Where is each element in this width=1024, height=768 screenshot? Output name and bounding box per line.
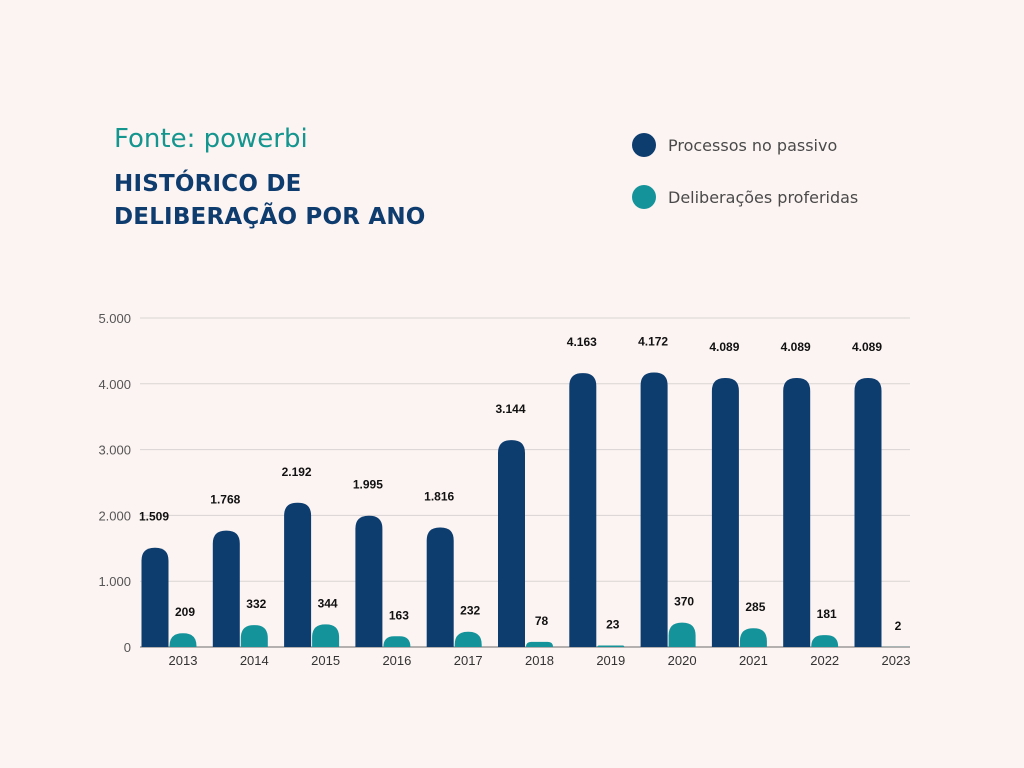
data-label-processos: 4.163 [567, 335, 597, 349]
bar-deliberacoes [668, 622, 696, 647]
data-label-deliberacoes: 209 [175, 605, 195, 619]
x-tick-label: 2022 [810, 653, 839, 668]
chart-title-line-2: DELIBERAÇÃO POR ANO [114, 204, 426, 230]
data-label-processos: 4.089 [852, 340, 882, 354]
data-label-deliberacoes: 78 [535, 614, 549, 628]
y-tick-label: 0 [124, 640, 131, 655]
bar-deliberacoes [526, 641, 553, 647]
legend-label-processos: Processos no passivo [668, 135, 838, 155]
legend-item-processos: Processos no passivo [632, 130, 858, 160]
data-label-processos: 4.089 [709, 340, 739, 354]
bar-deliberacoes [739, 628, 767, 647]
source-label: Fonte: powerbi [114, 124, 308, 154]
legend-item-deliberacoes: Deliberações proferidas [632, 182, 858, 212]
data-label-deliberacoes: 232 [460, 604, 480, 618]
data-label-deliberacoes: 332 [246, 597, 266, 611]
y-tick-label: 5.000 [98, 311, 131, 326]
data-label-processos: 1.509 [139, 510, 169, 524]
x-tick-label: 2016 [382, 653, 411, 668]
data-label-processos: 4.172 [638, 334, 668, 348]
data-label-deliberacoes: 23 [606, 617, 620, 631]
x-tick-label: 2013 [169, 653, 198, 668]
x-tick-label: 2018 [525, 653, 554, 668]
x-tick-label: 2023 [882, 653, 911, 668]
x-tick-label: 2019 [596, 653, 625, 668]
data-label-processos: 4.089 [781, 340, 811, 354]
chart-title-line-1: HISTÓRICO DE [114, 171, 302, 197]
bar-deliberacoes [597, 645, 625, 647]
data-label-deliberacoes: 181 [817, 607, 837, 621]
legend: Processos no passivo Deliberações profer… [632, 130, 858, 234]
data-label-processos: 3.144 [495, 402, 525, 416]
bar-deliberacoes [811, 635, 839, 647]
bar-deliberacoes [240, 625, 268, 647]
bar-deliberacoes [312, 624, 340, 647]
legend-dot-processos [632, 133, 656, 157]
bar-processos [640, 372, 668, 647]
x-tick-label: 2015 [311, 653, 340, 668]
bar-processos [426, 527, 454, 647]
x-tick-label: 2021 [739, 653, 768, 668]
bar-processos [498, 440, 525, 647]
bar-processos [783, 377, 811, 647]
x-tick-label: 2014 [240, 653, 269, 668]
bar-processos [854, 377, 882, 647]
data-label-deliberacoes: 285 [745, 600, 765, 614]
bar-processos [141, 547, 169, 647]
data-label-deliberacoes: 163 [389, 608, 409, 622]
data-label-processos: 1.768 [210, 493, 240, 507]
y-tick-label: 3.000 [98, 443, 131, 458]
bar-deliberacoes [454, 631, 482, 647]
x-tick-label: 2020 [668, 653, 697, 668]
bar-deliberacoes [383, 636, 411, 647]
chart-title: HISTÓRICO DE DELIBERAÇÃO POR ANO [114, 168, 494, 234]
y-tick-label: 2.000 [98, 508, 131, 523]
bar-processos [569, 373, 597, 647]
legend-dot-deliberacoes [632, 185, 656, 209]
data-label-processos: 1.816 [424, 490, 454, 504]
bar-processos [212, 530, 240, 647]
data-label-deliberacoes: 344 [318, 596, 338, 610]
data-label-processos: 2.192 [282, 465, 312, 479]
data-label-deliberacoes: 2 [895, 619, 902, 633]
y-tick-label: 1.000 [98, 574, 131, 589]
data-label-deliberacoes: 370 [674, 595, 694, 609]
x-tick-label: 2017 [454, 653, 483, 668]
y-tick-label: 4.000 [98, 377, 131, 392]
bar-deliberacoes [169, 633, 197, 647]
bar-processos [355, 515, 383, 647]
data-label-processos: 1.995 [353, 478, 383, 492]
bar-processos [284, 502, 312, 647]
legend-label-deliberacoes: Deliberações proferidas [668, 187, 859, 207]
bar-processos [711, 377, 739, 647]
